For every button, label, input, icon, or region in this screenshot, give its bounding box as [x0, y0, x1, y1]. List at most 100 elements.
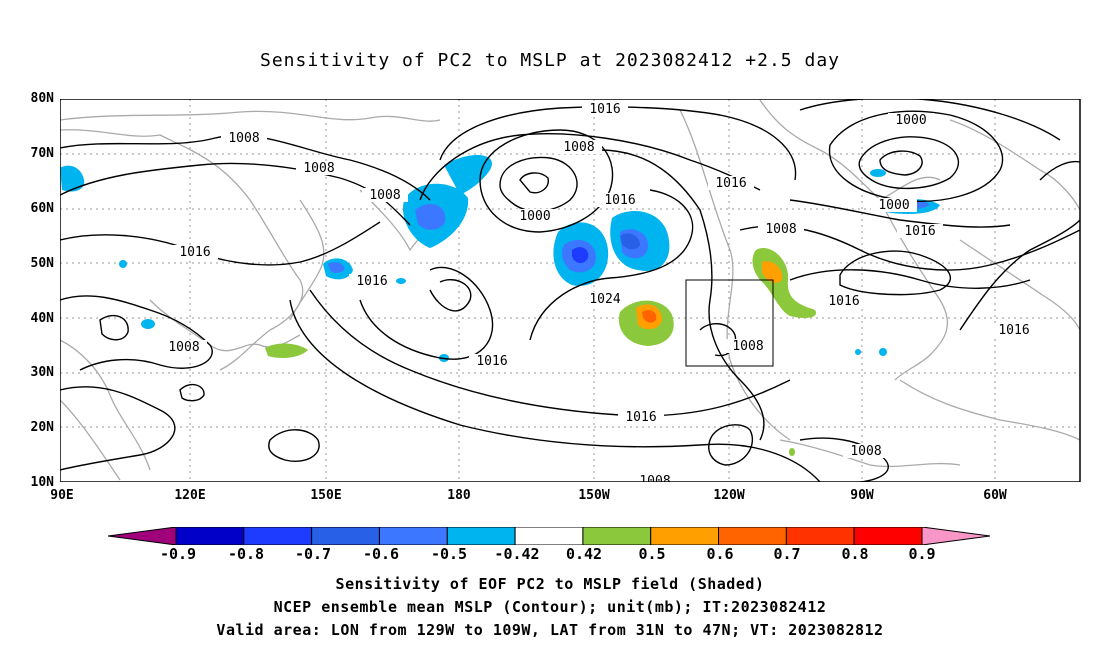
lon-label-90e: 90E [50, 488, 74, 503]
colorbar-under-triangle [108, 527, 177, 545]
contour-label: 1016 [172, 245, 218, 260]
colorbar-cell [785, 527, 855, 545]
contour-label: 1008 [843, 444, 889, 459]
contour-label-text: 1008 [765, 222, 796, 237]
colorbar-cell [718, 527, 787, 545]
lat-label-80n: 80N [30, 91, 54, 106]
colorbar-label: -0.5 [430, 545, 468, 563]
colorbar-label: 0.8 [841, 545, 869, 563]
contour-label-text: 1016 [828, 294, 859, 309]
contour-label: 1000 [512, 209, 558, 224]
contour-label: 1008 [161, 340, 207, 355]
lat-label-30n: 30N [30, 365, 54, 380]
colorbar-cell [853, 527, 923, 545]
lon-label-180: 180 [447, 488, 471, 503]
contour-label-text: 1024 [589, 292, 620, 307]
contour-label-text: 1008 [168, 340, 199, 355]
contour-label-text: 1016 [356, 274, 387, 289]
contour-label-text: 1016 [589, 102, 620, 117]
caption-line-2: NCEP ensemble mean MSLP (Contour); unit(… [273, 598, 827, 616]
colorbar-cells [175, 527, 923, 545]
contour-label: 1008 [725, 339, 771, 354]
contour-label-text: 1016 [998, 323, 1029, 338]
contour-label: 1000 [871, 198, 917, 213]
contour-label-text: 1016 [604, 193, 635, 208]
map-frame [60, 99, 1081, 482]
contour-label: 1016 [708, 176, 754, 191]
contour-label: 1016 [469, 354, 515, 369]
colorbar-label: 0.5 [638, 545, 666, 563]
colorbar-cell [650, 527, 720, 545]
lat-label-10n: 10N [30, 475, 54, 490]
colorbar-cell [514, 527, 584, 545]
positive-sensitivity-shading [265, 248, 817, 456]
lon-label-90w: 90W [850, 488, 874, 503]
lon-label-150e: 150E [310, 488, 342, 503]
contour-label: 1016 [349, 274, 395, 289]
lat-label-70n: 70N [30, 146, 54, 161]
colorbar-cell [446, 527, 516, 545]
colorbar-label: -0.42 [494, 545, 540, 563]
contour-label-text: 1000 [519, 209, 550, 224]
contour-label: 1008 [362, 188, 408, 203]
colorbar-label: 0.42 [565, 545, 603, 563]
lon-label-120w: 120W [713, 488, 745, 503]
contour-label-text: 1008 [563, 140, 594, 155]
sensitivity-map: 1016 1008 1000 1016 1008 1008 1016 1000 … [60, 99, 1081, 482]
caption-line-1: Sensitivity of EOF PC2 to MSLP field (Sh… [335, 575, 765, 593]
contour-label-text: 1016 [904, 224, 935, 239]
lat-label-50n: 50N [30, 256, 54, 271]
colorbar [108, 527, 991, 545]
lat-label-60n: 60N [30, 201, 54, 216]
contour-label-text: 1016 [715, 176, 746, 191]
colorbar-label: 0.7 [773, 545, 801, 563]
colorbar-cell [243, 527, 313, 545]
lon-label-60w: 60W [983, 488, 1007, 503]
contour-label: 1016 [618, 410, 664, 425]
contour-label-text: 1008 [639, 474, 670, 482]
contour-label: 1000 [888, 113, 934, 128]
map-title: Sensitivity of PC2 to MSLP at 2023082412… [259, 50, 840, 71]
contour-label: 1016 [991, 323, 1037, 338]
mslp-contours [60, 99, 1080, 482]
contour-label-text: 1008 [732, 339, 763, 354]
caption-line-3: Valid area: LON from 129W to 109W, LAT f… [216, 621, 884, 639]
lat-label-20n: 20N [30, 420, 54, 435]
contour-label: 1008 [221, 131, 267, 146]
coastlines [60, 99, 1080, 481]
contour-label-text: 1000 [878, 198, 909, 213]
lat-label-40n: 40N [30, 311, 54, 326]
contour-label: 1008 [296, 161, 342, 176]
contour-label: 1016 [897, 224, 943, 239]
contour-label-text: 1008 [369, 188, 400, 203]
colorbar-label: 0.6 [706, 545, 734, 563]
contour-label: 1016 [597, 193, 643, 208]
colorbar-label: 0.9 [908, 545, 936, 563]
contour-label: 1008 [758, 222, 804, 237]
contour-label: 1008 [632, 474, 678, 482]
colorbar-label: -0.6 [362, 545, 400, 563]
colorbar-label: -0.9 [159, 545, 197, 563]
colorbar-cell [175, 527, 245, 545]
colorbar-cell [582, 527, 652, 545]
colorbar-label: -0.8 [227, 545, 265, 563]
contour-label-text: 1000 [895, 113, 926, 128]
colorbar-cell [378, 527, 448, 545]
valid-area-box [685, 279, 774, 367]
contour-labels: 1016 1008 1000 1016 1008 1008 1016 1000 … [161, 102, 1037, 482]
lon-label-120e: 120E [174, 488, 206, 503]
colorbar-label: -0.7 [294, 545, 332, 563]
contour-label-text: 1016 [476, 354, 507, 369]
contour-label-text: 1008 [303, 161, 334, 176]
lon-label-150w: 150W [578, 488, 610, 503]
contour-label-text: 1016 [179, 245, 210, 260]
contour-label: 1024 [582, 292, 628, 307]
colorbar-over-triangle [921, 527, 991, 545]
contour-label: 1008 [556, 140, 602, 155]
colorbar-cell [311, 527, 380, 545]
contour-label-text: 1008 [228, 131, 259, 146]
contour-label-text: 1008 [850, 444, 881, 459]
contour-label: 1016 [821, 294, 867, 309]
contour-label-text: 1016 [625, 410, 656, 425]
contour-label: 1016 [582, 102, 628, 117]
